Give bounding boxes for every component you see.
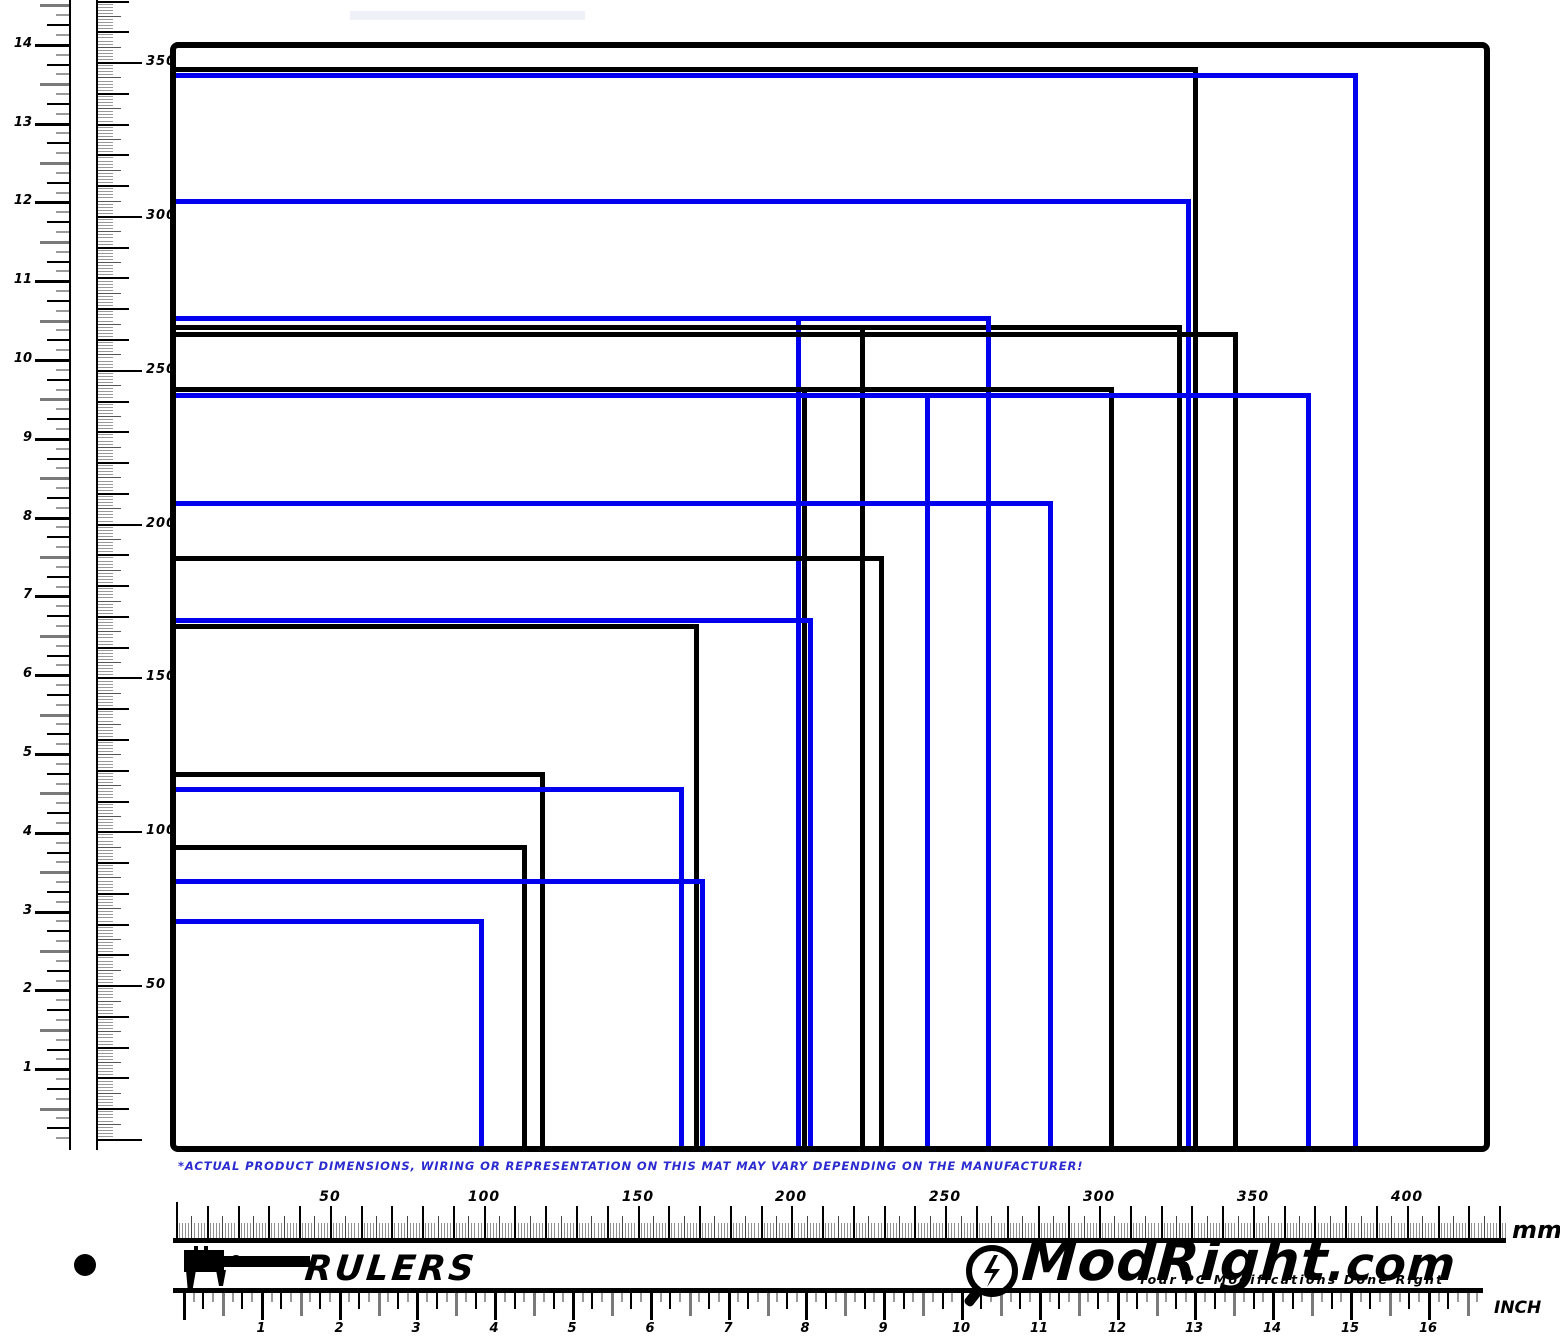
form-factor-rightline-btx <box>1177 325 1182 1152</box>
faint-watermark <box>350 11 585 20</box>
form-factor-rect-wtx-watx <box>170 42 1490 1152</box>
form-factor-rightline-eatx <box>1186 199 1191 1152</box>
bottom-inch-topline <box>173 1288 1483 1293</box>
left-inch-ruler-number: 8 <box>22 509 32 524</box>
form-factor-topline-epic <box>170 787 684 792</box>
bottom-inch-ruler-number: 8 <box>800 1321 810 1336</box>
lightning-bolt-icon <box>964 1245 1018 1307</box>
bottom-mm-ruler-number: 50 <box>319 1189 341 1205</box>
left-inch-ruler-number: 1 <box>22 1060 32 1075</box>
bottom-inch-ruler-number: 5 <box>567 1321 577 1336</box>
bottom-inch-ruler-number: 11 <box>1029 1321 1049 1336</box>
bottom-inch-ruler-number: 14 <box>1262 1321 1282 1336</box>
left-inch-baseline <box>69 0 71 1150</box>
rulers-wordmark: RULERS <box>302 1249 479 1289</box>
left-mm-ruler-number: 50 <box>146 977 167 992</box>
form-factor-topline-mini-atx <box>170 501 1053 506</box>
bottom-inch-ruler-number: 6 <box>645 1321 655 1336</box>
form-factor-topline-nano-btx <box>170 325 865 330</box>
bottom-inch-ruler-number: 1 <box>256 1321 266 1336</box>
form-factor-rightline-nano-itx <box>540 772 545 1152</box>
left-inch-ruler-number: 10 <box>13 351 32 366</box>
form-factor-rightline-etx-xtx <box>522 845 527 1152</box>
bottom-mm-ruler-number: 200 <box>774 1189 808 1205</box>
form-factor-topline-hptx <box>170 73 1358 78</box>
bottom-inch-ruler-number: 12 <box>1107 1321 1127 1336</box>
form-factor-topline-micro-btx <box>170 316 991 321</box>
left-inch-ruler-number: 7 <box>22 587 32 602</box>
form-factor-rightline-eeatx <box>1193 67 1198 1152</box>
bottom-inch-ruler-number: 16 <box>1418 1321 1438 1336</box>
inch-unit-label: INCH <box>1494 1298 1542 1318</box>
bottom-mm-ruler-number: 350 <box>1236 1189 1270 1205</box>
left-mm-baseline <box>96 0 98 1150</box>
form-factor-topline-eatx <box>170 199 1191 204</box>
left-inch-ruler-number: 3 <box>22 903 32 918</box>
bottom-inch-ruler-number: 13 <box>1184 1321 1204 1336</box>
bullet-dot <box>74 1254 96 1276</box>
bottom-inch-ruler-number: 15 <box>1340 1321 1360 1336</box>
form-factor-rightline-epic <box>679 787 684 1152</box>
bottom-inch-ruler-number: 9 <box>878 1321 888 1336</box>
form-factor-rightline-atx <box>1109 387 1114 1152</box>
form-factor-topline-pico-itx <box>170 919 484 924</box>
left-inch-ruler-number: 4 <box>22 824 32 839</box>
bottom-inch-ruler-number: 10 <box>951 1321 971 1336</box>
brand-tagline: Your PC Modifications Done Right <box>1138 1272 1445 1287</box>
left-mm-ruler-number: 250 <box>146 362 177 377</box>
left-inch-ruler-number: 12 <box>13 193 32 208</box>
left-mm-ruler-number: 100 <box>146 823 177 838</box>
left-inch-ruler-number: 13 <box>13 115 32 130</box>
form-factor-rightline-nano-btx <box>860 325 865 1152</box>
disclaimer-text: *ACTUAL PRODUCT DIMENSIONS, WIRING OR RE… <box>178 1159 1084 1173</box>
form-factor-topline-etx-xtx <box>170 845 527 850</box>
form-factor-rightline-mini-atx <box>1048 501 1053 1152</box>
bottom-mm-ruler-number: 150 <box>621 1189 655 1205</box>
form-factor-rightline-pico-itx <box>479 919 484 1152</box>
mm-unit-label: mm <box>1512 1216 1560 1244</box>
bottom-mm-ruler-number: 250 <box>928 1189 962 1205</box>
bottom-mm-ruler-number: 400 <box>1390 1189 1424 1205</box>
left-mm-ruler-number: 150 <box>146 669 177 684</box>
bottom-inch-ruler-number: 4 <box>489 1321 499 1336</box>
form-factor-topline-mini-dtx <box>170 618 813 623</box>
bottom-mm-ruler-number: 300 <box>1082 1189 1116 1205</box>
form-factor-topline-eeatx <box>170 67 1198 72</box>
form-factor-topline-xl-atx <box>170 332 1238 337</box>
form-factor-rightline-flex-atx <box>879 556 884 1152</box>
bottom-inch-ruler-number: 7 <box>723 1321 733 1336</box>
left-inch-ruler-number: 11 <box>13 272 32 287</box>
form-factor-rightline-micro-btx <box>986 316 991 1152</box>
bottom-mm-ruler-number: 100 <box>467 1189 501 1205</box>
form-factor-topline-ultra-atx <box>170 393 1311 398</box>
form-factor-rightline-mini-itx <box>694 624 699 1152</box>
form-factor-topline-mini-itx <box>170 624 699 629</box>
form-factor-rightline-mini-dtx <box>808 618 813 1152</box>
bottom-inch-ruler-number: 2 <box>334 1321 344 1336</box>
form-factor-topline-nano-itx <box>170 772 545 777</box>
bottom-inch-ruler-number: 3 <box>411 1321 421 1336</box>
form-factor-topline-neo-itx <box>170 879 705 884</box>
bottom-mm-baseline <box>173 1238 1506 1243</box>
caliper-icon <box>184 1246 310 1293</box>
left-mm-ruler-number: 300 <box>146 208 177 223</box>
left-mm-ruler-number: 350 <box>146 54 177 69</box>
form-factor-rightline-xl-atx <box>1233 332 1238 1152</box>
left-inch-ruler-number: 14 <box>13 36 32 51</box>
form-factor-rightline-micro-atx <box>925 393 930 1152</box>
form-factor-rightline-pico-btx <box>796 316 801 1152</box>
left-mm-ruler-number: 200 <box>146 516 177 531</box>
left-inch-ruler-number: 2 <box>22 981 32 996</box>
form-factor-rightline-ultra-atx <box>1306 393 1311 1152</box>
left-inch-ruler-number: 9 <box>22 430 32 445</box>
left-inch-ruler-number: 5 <box>22 745 32 760</box>
form-factor-topline-dtx <box>170 387 807 392</box>
form-factor-rightline-dtx <box>802 387 807 1152</box>
form-factor-rightline-hptx <box>1353 73 1358 1152</box>
form-factor-topline-flex-atx <box>170 556 884 561</box>
left-inch-ruler-number: 6 <box>22 666 32 681</box>
form-factor-rightline-neo-itx <box>700 879 705 1152</box>
